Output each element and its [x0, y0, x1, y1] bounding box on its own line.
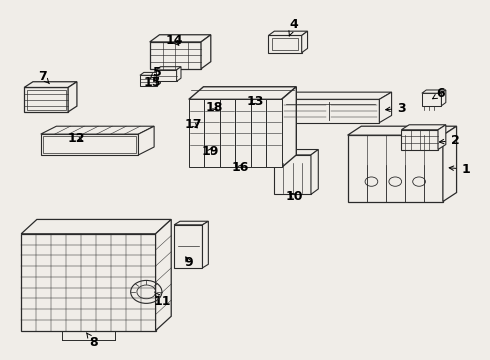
Polygon shape	[189, 87, 296, 99]
Polygon shape	[274, 149, 318, 155]
Text: 15: 15	[144, 76, 161, 89]
Text: 9: 9	[185, 256, 193, 269]
Polygon shape	[21, 234, 156, 330]
Text: 10: 10	[285, 190, 303, 203]
Text: 4: 4	[289, 18, 298, 36]
Polygon shape	[274, 155, 311, 194]
Polygon shape	[441, 90, 446, 106]
Text: 17: 17	[185, 118, 202, 131]
Polygon shape	[272, 39, 298, 50]
Polygon shape	[21, 220, 171, 234]
Polygon shape	[269, 31, 308, 36]
Polygon shape	[251, 99, 266, 167]
Text: 7: 7	[38, 69, 49, 84]
Text: 16: 16	[231, 161, 249, 174]
Polygon shape	[189, 99, 204, 167]
Polygon shape	[150, 42, 201, 69]
Polygon shape	[174, 225, 202, 268]
Text: 5: 5	[150, 66, 161, 79]
Polygon shape	[204, 99, 220, 167]
Text: 1: 1	[449, 163, 470, 176]
Polygon shape	[347, 135, 443, 202]
Polygon shape	[139, 126, 154, 155]
Polygon shape	[438, 125, 446, 149]
Polygon shape	[176, 67, 181, 81]
Polygon shape	[202, 221, 208, 268]
Polygon shape	[24, 87, 68, 112]
Text: 18: 18	[206, 101, 223, 114]
Polygon shape	[401, 125, 446, 130]
Polygon shape	[41, 134, 139, 155]
Polygon shape	[282, 99, 379, 123]
Text: 11: 11	[153, 292, 171, 308]
Polygon shape	[220, 99, 235, 167]
Polygon shape	[422, 93, 441, 106]
Polygon shape	[140, 72, 160, 75]
Polygon shape	[156, 220, 171, 330]
Polygon shape	[68, 82, 77, 112]
Text: 8: 8	[86, 333, 98, 348]
Text: 3: 3	[386, 102, 406, 115]
Polygon shape	[150, 35, 211, 42]
Text: 6: 6	[433, 87, 445, 100]
Polygon shape	[443, 126, 457, 202]
Polygon shape	[282, 92, 392, 99]
Text: 12: 12	[68, 132, 85, 145]
Text: 19: 19	[201, 145, 219, 158]
Polygon shape	[24, 82, 77, 87]
Polygon shape	[140, 75, 157, 86]
Polygon shape	[422, 90, 446, 93]
Polygon shape	[235, 99, 251, 167]
Polygon shape	[302, 31, 308, 53]
Polygon shape	[157, 72, 160, 86]
Text: 2: 2	[440, 134, 460, 147]
Polygon shape	[401, 130, 438, 149]
Polygon shape	[282, 87, 296, 167]
Polygon shape	[43, 136, 136, 153]
Text: 13: 13	[246, 95, 264, 108]
Text: 14: 14	[166, 33, 183, 47]
Polygon shape	[347, 126, 457, 135]
Polygon shape	[379, 92, 392, 123]
Polygon shape	[266, 99, 282, 167]
Polygon shape	[201, 35, 211, 69]
Polygon shape	[156, 67, 181, 70]
Polygon shape	[41, 126, 154, 134]
Polygon shape	[174, 221, 208, 225]
Polygon shape	[156, 70, 176, 81]
Polygon shape	[26, 90, 66, 110]
Polygon shape	[269, 36, 302, 53]
Polygon shape	[311, 149, 318, 194]
